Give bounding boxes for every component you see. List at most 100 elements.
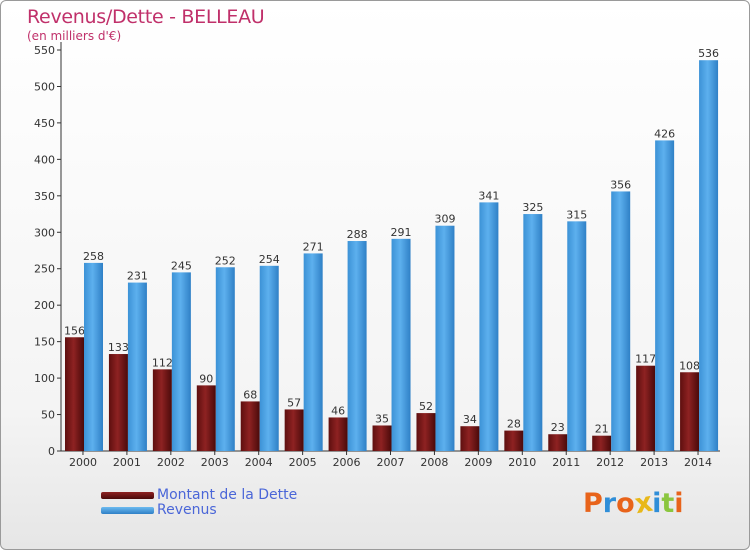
x-tick-label: 2000 <box>69 456 97 469</box>
revenue-value-label: 288 <box>347 228 368 241</box>
chart-title: Revenus/Dette - BELLEAU <box>27 6 265 28</box>
y-tick-label: 50 <box>41 409 55 422</box>
revenue-value-label: 258 <box>83 250 104 263</box>
revenue-value-label: 426 <box>654 127 675 140</box>
y-tick-label: 400 <box>34 153 55 166</box>
x-tick-label: 2006 <box>333 456 361 469</box>
debt-bar <box>284 409 304 451</box>
x-tick-label: 2005 <box>289 456 317 469</box>
y-tick-label: 550 <box>34 44 55 57</box>
debt-value-label: 90 <box>199 372 213 385</box>
x-tick-label: 2004 <box>245 456 273 469</box>
revenue-bar <box>347 241 367 451</box>
revenue-value-label: 341 <box>478 189 499 202</box>
y-tick-label: 200 <box>34 299 55 312</box>
proxiti-logo: Proxiti <box>583 487 684 521</box>
debt-bar <box>240 401 260 451</box>
debt-bar <box>504 430 524 451</box>
revenue-bar <box>84 262 103 451</box>
debt-value-label: 112 <box>152 356 173 369</box>
chart-subtitle: (en milliers d'€) <box>27 29 122 43</box>
debt-value-label: 156 <box>64 324 85 337</box>
revenue-value-label: 356 <box>610 178 631 191</box>
debt-value-label: 108 <box>679 359 700 372</box>
revenue-bar <box>567 221 587 451</box>
debt-bar <box>196 385 216 451</box>
logo-letter: P <box>583 488 603 519</box>
x-tick-label: 2011 <box>552 456 580 469</box>
revenue-value-label: 245 <box>171 259 192 272</box>
debt-value-label: 57 <box>287 396 301 409</box>
revenue-bar <box>655 140 675 451</box>
x-tick-label: 2007 <box>377 456 405 469</box>
logo-letter: i <box>652 488 662 519</box>
x-tick-label: 2012 <box>596 456 624 469</box>
debt-value-label: 117 <box>635 353 656 366</box>
debt-value-label: 34 <box>463 413 477 426</box>
debt-value-label: 21 <box>595 423 609 436</box>
x-tick-label: 2010 <box>508 456 536 469</box>
debt-bar <box>460 426 480 451</box>
logo-letter: o <box>616 488 635 519</box>
x-tick-label: 2009 <box>464 456 492 469</box>
x-tick-label: 2003 <box>201 456 229 469</box>
x-tick-label: 2002 <box>157 456 185 469</box>
y-tick-label: 150 <box>34 336 55 349</box>
x-tick-label: 2014 <box>684 456 712 469</box>
debt-bar <box>416 413 436 451</box>
debt-bar <box>680 372 700 451</box>
x-tick-label: 2013 <box>640 456 668 469</box>
revenue-bar <box>479 202 499 451</box>
revenue-bar <box>303 253 323 451</box>
y-tick-label: 100 <box>34 372 55 385</box>
legend-swatch-revenus <box>101 507 154 514</box>
revenue-bar <box>259 265 279 451</box>
revenue-value-label: 536 <box>698 47 719 60</box>
debt-bar <box>152 369 172 451</box>
debt-bar <box>548 434 568 451</box>
x-tick-label: 2008 <box>420 456 448 469</box>
debt-bar <box>108 354 128 451</box>
revenue-bar <box>699 60 719 451</box>
debt-bar <box>592 435 612 451</box>
revenue-bar <box>435 225 455 451</box>
revenue-value-label: 315 <box>566 208 587 221</box>
legend-swatch-dette <box>101 492 154 499</box>
debt-bar <box>65 337 84 451</box>
revenue-bar <box>127 282 147 451</box>
y-tick-label: 500 <box>34 80 55 93</box>
y-tick-label: 450 <box>34 117 55 130</box>
debt-value-label: 133 <box>108 341 129 354</box>
y-tick-label: 250 <box>34 263 55 276</box>
legend-label-revenus: Revenus <box>157 502 217 518</box>
logo-letter: i <box>674 488 684 519</box>
revenue-value-label: 325 <box>522 201 543 214</box>
debt-value-label: 35 <box>375 412 389 425</box>
debt-value-label: 28 <box>507 418 521 431</box>
revenue-bar <box>391 238 411 451</box>
revenue-value-label: 291 <box>391 226 412 239</box>
logo-letter: t <box>661 488 675 519</box>
revenue-bar <box>523 214 543 451</box>
revenue-bar <box>215 267 235 451</box>
y-tick-label: 350 <box>34 190 55 203</box>
debt-value-label: 52 <box>419 400 433 413</box>
debt-bar <box>636 365 656 451</box>
revenue-value-label: 309 <box>434 213 455 226</box>
debt-value-label: 46 <box>331 404 345 417</box>
revenue-value-label: 254 <box>259 253 280 266</box>
revenue-bar <box>171 272 191 451</box>
debt-value-label: 68 <box>243 388 257 401</box>
revenue-value-label: 252 <box>215 254 236 267</box>
y-tick-label: 0 <box>48 445 55 458</box>
revenue-value-label: 231 <box>127 270 148 283</box>
revenue-value-label: 271 <box>303 240 324 253</box>
x-tick-label: 2001 <box>113 456 141 469</box>
legend-label-dette: Montant de la Dette <box>157 487 298 503</box>
revenue-bar <box>611 191 631 451</box>
debt-value-label: 23 <box>551 421 565 434</box>
logo-letter: r <box>602 488 617 519</box>
debt-bar <box>372 425 392 451</box>
